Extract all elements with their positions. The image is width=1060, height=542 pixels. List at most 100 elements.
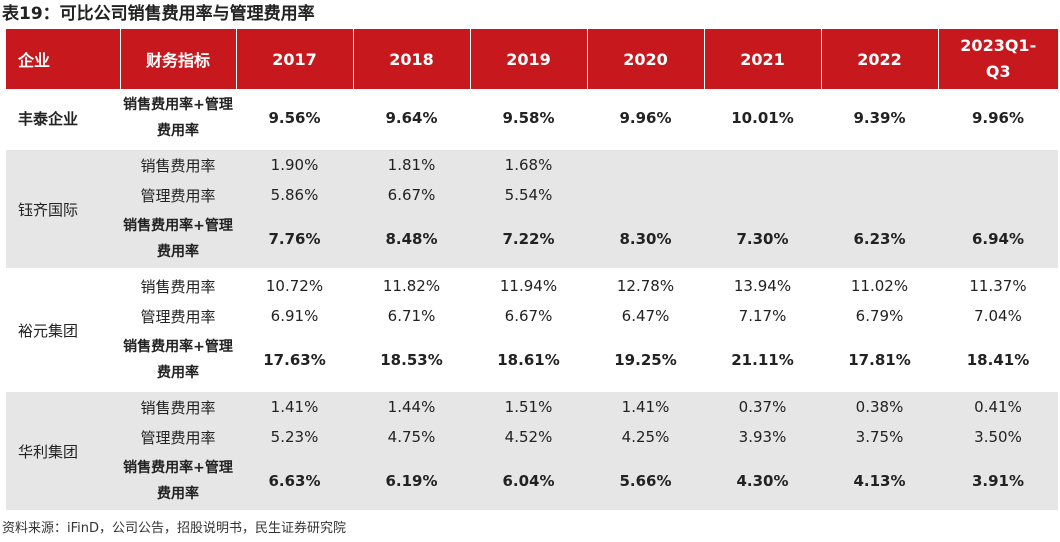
value-cell xyxy=(587,180,704,210)
header-year-2020: 2020 xyxy=(586,29,704,89)
value-cell: 6.94% xyxy=(938,210,1058,270)
value-cell: 11.37% xyxy=(938,269,1058,301)
header-row: 企业 财务指标 2017 2018 2019 2020 2021 2022 20… xyxy=(6,29,1058,89)
value-cell: 9.58% xyxy=(470,89,587,149)
value-cell: 9.96% xyxy=(587,89,704,149)
value-cell: 6.67% xyxy=(353,180,470,210)
header-year-2022: 2022 xyxy=(820,29,938,89)
indicator-cell: 销售费用率 xyxy=(120,390,236,422)
value-cell: 3.93% xyxy=(704,422,821,452)
company-cell: 华利集团 xyxy=(6,390,120,510)
value-cell: 9.56% xyxy=(236,89,353,149)
table-row: 裕元集团 销售费用率 10.72% 11.82% 11.94% 12.78% 13.94% 1… xyxy=(6,269,1058,391)
value-cell: 6.23% xyxy=(821,210,938,270)
value-cell xyxy=(704,180,821,210)
expense-ratio-table: 企业 财务指标 2017 2018 2019 2020 2021 2022 20… xyxy=(6,29,1058,510)
value-cell: 6.79% xyxy=(821,301,938,331)
value-cell: 9.64% xyxy=(353,89,470,149)
table-row: 销售费用率+管理费用率 7.76% 8.48% 7.22% 8.30% 7.30% 6.23… xyxy=(6,210,1058,270)
value-cell: 4.13% xyxy=(821,452,938,510)
table-row: 钰齐国际 销售费用率 1.90% 1.81% 1.68% xyxy=(6,148,1058,270)
value-cell xyxy=(938,148,1058,180)
indicator-cell: 管理费用率 xyxy=(120,180,236,210)
value-cell: 6.19% xyxy=(353,452,470,510)
value-cell: 5.23% xyxy=(236,422,353,452)
value-cell: 10.01% xyxy=(704,89,821,149)
value-cell: 8.48% xyxy=(353,210,470,270)
header-year-2021: 2021 xyxy=(703,29,821,89)
value-cell: 6.47% xyxy=(587,301,704,331)
header-year-2017: 2017 xyxy=(235,29,353,89)
table-title: 表19：可比公司销售费用率与管理费用率 xyxy=(2,4,315,24)
value-cell: 1.41% xyxy=(587,390,704,422)
table-row: 管理费用率 6.91% 6.71% 6.67% 6.47% 7.17% 6.79% 7.04% xyxy=(6,301,1058,331)
indicator-cell: 销售费用率 xyxy=(120,148,236,180)
value-cell: 18.61% xyxy=(470,331,587,391)
value-cell: 7.76% xyxy=(236,210,353,270)
company-cell: 丰泰企业 xyxy=(6,89,120,149)
value-cell: 0.38% xyxy=(821,390,938,422)
table-row: 管理费用率 5.86% 6.67% 5.54% xyxy=(6,180,1058,210)
value-cell xyxy=(587,148,704,180)
value-cell: 18.53% xyxy=(353,331,470,391)
value-cell: 1.90% xyxy=(236,148,353,180)
company-cell: 钰齐国际 xyxy=(6,148,120,270)
value-cell xyxy=(704,148,821,180)
value-cell: 6.71% xyxy=(353,301,470,331)
value-cell xyxy=(821,148,938,180)
value-cell: 7.04% xyxy=(938,301,1058,331)
value-cell: 17.81% xyxy=(821,331,938,391)
table-row: 销售费用率+管理费用率 6.63% 6.19% 6.04% 5.66% 4.30% 4.13… xyxy=(6,452,1058,510)
value-cell: 12.78% xyxy=(587,269,704,301)
header-indicator: 财务指标 xyxy=(119,29,236,89)
value-cell: 0.41% xyxy=(938,390,1058,422)
value-cell: 9.96% xyxy=(938,89,1058,149)
value-cell: 6.91% xyxy=(236,301,353,331)
value-cell: 4.25% xyxy=(587,422,704,452)
value-cell: 5.54% xyxy=(470,180,587,210)
value-cell: 7.30% xyxy=(704,210,821,270)
value-cell: 11.02% xyxy=(821,269,938,301)
value-cell: 11.82% xyxy=(353,269,470,301)
value-cell: 3.50% xyxy=(938,422,1058,452)
table-row: 华利集团 销售费用率 1.41% 1.44% 1.51% 1.41% 0.37% 0.38% 0… xyxy=(6,390,1058,510)
value-cell: 9.39% xyxy=(821,89,938,149)
value-cell: 18.41% xyxy=(938,331,1058,391)
header-company: 企业 xyxy=(6,29,120,89)
value-cell: 3.75% xyxy=(821,422,938,452)
value-cell: 21.11% xyxy=(704,331,821,391)
value-cell: 1.68% xyxy=(470,148,587,180)
table-row: 丰泰企业 销售费用率+管理费用率 9.56% 9.64% 9.58% 9.96% 10.01… xyxy=(6,89,1058,149)
table-row: 管理费用率 5.23% 4.75% 4.52% 4.25% 3.93% 3.75% 3.50% xyxy=(6,422,1058,452)
value-cell: 1.81% xyxy=(353,148,470,180)
indicator-cell: 销售费用率+管理费用率 xyxy=(120,89,236,149)
source-note: 资料来源：iFinD，公司公告，招股说明书，民生证券研究院 xyxy=(2,521,347,536)
indicator-cell: 销售费用率+管理费用率 xyxy=(120,452,236,510)
value-cell: 11.94% xyxy=(470,269,587,301)
value-cell: 6.63% xyxy=(236,452,353,510)
company-cell: 裕元集团 xyxy=(6,269,120,391)
value-cell: 1.51% xyxy=(470,390,587,422)
table-row: 销售费用率+管理费用率 17.63% 18.53% 18.61% 19.25% 21.11… xyxy=(6,331,1058,391)
value-cell: 3.91% xyxy=(938,452,1058,510)
value-cell: 17.63% xyxy=(236,331,353,391)
value-cell: 7.17% xyxy=(704,301,821,331)
header-year-2019: 2019 xyxy=(469,29,587,89)
value-cell: 4.75% xyxy=(353,422,470,452)
value-cell: 4.30% xyxy=(704,452,821,510)
indicator-cell: 销售费用率+管理费用率 xyxy=(120,331,236,391)
value-cell: 4.52% xyxy=(470,422,587,452)
value-cell: 7.22% xyxy=(470,210,587,270)
header-year-2018: 2018 xyxy=(352,29,470,89)
value-cell: 6.67% xyxy=(470,301,587,331)
value-cell xyxy=(938,180,1058,210)
indicator-cell: 管理费用率 xyxy=(120,422,236,452)
value-cell: 1.41% xyxy=(236,390,353,422)
table-body: 丰泰企业 销售费用率+管理费用率 9.56% 9.64% 9.58% 9.96% 10.01… xyxy=(6,89,1058,510)
indicator-cell: 销售费用率 xyxy=(120,269,236,301)
header-year-2023q1q3: 2023Q1-Q3 xyxy=(937,29,1058,89)
value-cell: 8.30% xyxy=(587,210,704,270)
indicator-cell: 销售费用率+管理费用率 xyxy=(120,210,236,270)
indicator-cell: 管理费用率 xyxy=(120,301,236,331)
value-cell: 0.37% xyxy=(704,390,821,422)
